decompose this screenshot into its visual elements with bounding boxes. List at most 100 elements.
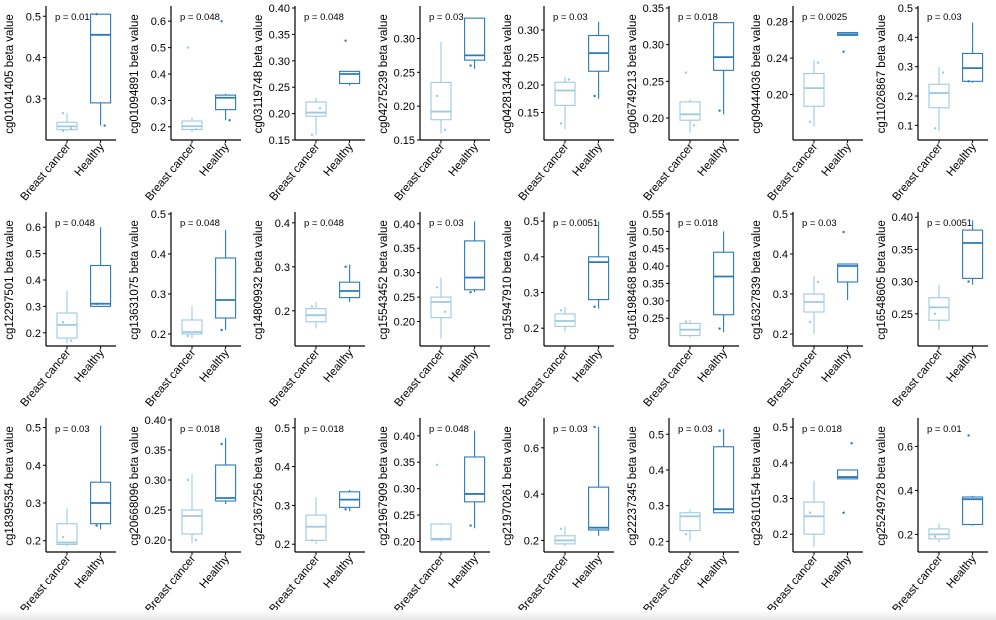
y-tick-label: 0.4 [275, 218, 290, 230]
data-point [559, 122, 563, 125]
y-tick-label: 0.5 [26, 249, 41, 261]
y-tick-label: 0.3 [150, 95, 165, 107]
y-tick-label: 0.30 [144, 475, 165, 487]
box-plot-panel-cg21967909: cg21967909 beta value 0.20 0.25 0.30 0.35 0.4… [378, 418, 490, 615]
box-healthy [837, 32, 859, 53]
y-axis-label: cg16327839 beta value [751, 220, 763, 340]
x-label-healthy: Healthy [820, 553, 854, 591]
y-tick-label: 0.35 [144, 445, 165, 457]
box-healthy [339, 264, 361, 302]
box-plot-panel-cg15543452: cg15543452 beta value 0.20 0.25 0.30 0.35 0.4… [378, 212, 490, 409]
iqr-box [214, 257, 236, 319]
data-point [103, 124, 106, 127]
p-value-annotation: p = 0.03 [927, 12, 962, 23]
y-tick-label: 0.25 [269, 82, 290, 94]
y-tick-label: 0.6 [26, 222, 41, 234]
box-breast-cancer [180, 306, 203, 338]
y-tick-label: 0.25 [393, 67, 414, 79]
y-axis-label: cg15947910 beta value [502, 220, 514, 340]
box-plot-panel-cg18395354: cg18395354 beta value 0.2 0.3 0.4 0.5 p = 0.0… [4, 418, 116, 615]
y-axis-label: cg04281344 beta value [502, 14, 514, 134]
y-tick-label: 0.30 [518, 25, 539, 37]
box-healthy [961, 434, 983, 526]
x-label-healthy: Healthy [197, 347, 231, 385]
box-breast-cancer [56, 508, 78, 547]
box-breast-cancer [56, 111, 78, 133]
iqr-box [803, 293, 825, 313]
y-tick-label: 0.6 [150, 16, 165, 28]
data-point [219, 442, 223, 446]
y-tick-label: 0.30 [891, 277, 912, 289]
box-breast-cancer [927, 66, 950, 132]
x-label-healthy: Healthy [322, 141, 356, 179]
box-plot-panel-cg21367256: cg21367256 beta value 0.2 0.3 0.4 0.5 p = 0.0… [253, 418, 365, 615]
y-tick-label: 0.3 [648, 501, 663, 513]
iqr-box [305, 101, 327, 117]
data-point [435, 94, 438, 98]
p-value-annotation: p = 0.03 [429, 12, 464, 23]
y-tick-label: 0.6 [897, 441, 912, 453]
box-healthy [463, 221, 485, 294]
data-point [61, 111, 65, 115]
x-label-breast-cancer: Breast cancer [641, 141, 696, 203]
iqr-box [837, 263, 859, 283]
p-value-annotation: p = 0.018 [55, 12, 95, 23]
box-healthy [339, 39, 361, 86]
x-label-breast-cancer: Breast cancer [890, 347, 945, 409]
x-label-healthy: Healthy [197, 141, 231, 179]
data-point [717, 109, 721, 112]
y-tick-label: 0.30 [393, 268, 414, 280]
p-value-annotation: p = 0.048 [55, 218, 95, 229]
x-label-breast-cancer: Breast cancer [890, 553, 945, 615]
y-tick-label: 0.5 [275, 423, 290, 435]
y-axis-label: cg22237345 beta value [627, 426, 639, 546]
data-point [593, 425, 596, 429]
data-point [593, 305, 596, 308]
y-tick-label: 0.5 [26, 423, 41, 435]
data-point [933, 312, 936, 316]
y-tick-label: 0.4 [773, 249, 788, 261]
y-tick-label: 0.30 [642, 296, 663, 308]
x-label-breast-cancer: Breast cancer [890, 141, 945, 203]
y-tick-label: 0.1 [897, 120, 912, 132]
box-breast-cancer [803, 59, 825, 127]
iqr-box [678, 101, 701, 121]
x-label-healthy: Healthy [571, 347, 605, 385]
y-tick-label: 0.25 [393, 510, 414, 522]
y-tick-label: 0.2 [275, 539, 290, 551]
y-tick-label: 0.20 [518, 80, 539, 92]
x-label-healthy: Healthy [571, 141, 605, 179]
y-tick-label: 0.2 [773, 329, 788, 341]
y-tick-label: 0.4 [26, 53, 41, 65]
y-tick-label: 0.20 [393, 536, 414, 548]
box-healthy [588, 425, 610, 536]
y-tick-label: 0.30 [393, 484, 414, 496]
data-point [61, 129, 65, 133]
p-value-annotation: p = 0.0025 [802, 12, 847, 23]
p-value-annotation: p = 0.03 [55, 424, 90, 435]
y-tick-label: 0.4 [648, 465, 663, 477]
y-axis-label: cg18395354 beta value [4, 426, 16, 546]
p-value-annotation: p = 0.018 [180, 424, 220, 435]
y-tick-label: 0.45 [642, 244, 663, 256]
box-breast-cancer [678, 509, 701, 542]
iqr-box [429, 296, 452, 319]
data-point [559, 309, 563, 312]
iqr-box [463, 456, 485, 503]
y-tick-label: 0.2 [275, 306, 290, 318]
box-healthy [90, 12, 112, 127]
data-point [842, 230, 845, 234]
x-label-breast-cancer: Breast cancer [18, 347, 73, 409]
iqr-box [588, 256, 610, 301]
y-tick-label: 0.25 [393, 292, 414, 304]
y-tick-label: 0.30 [642, 40, 663, 52]
y-axis-label: cg12297501 beta value [4, 220, 16, 340]
x-label-healthy: Healthy [322, 553, 356, 591]
data-point [344, 39, 347, 42]
y-tick-label: 0.3 [26, 94, 41, 106]
data-point [219, 20, 223, 23]
data-point [567, 78, 571, 81]
iqr-box [305, 514, 327, 541]
y-tick-label: 0.35 [269, 29, 290, 41]
